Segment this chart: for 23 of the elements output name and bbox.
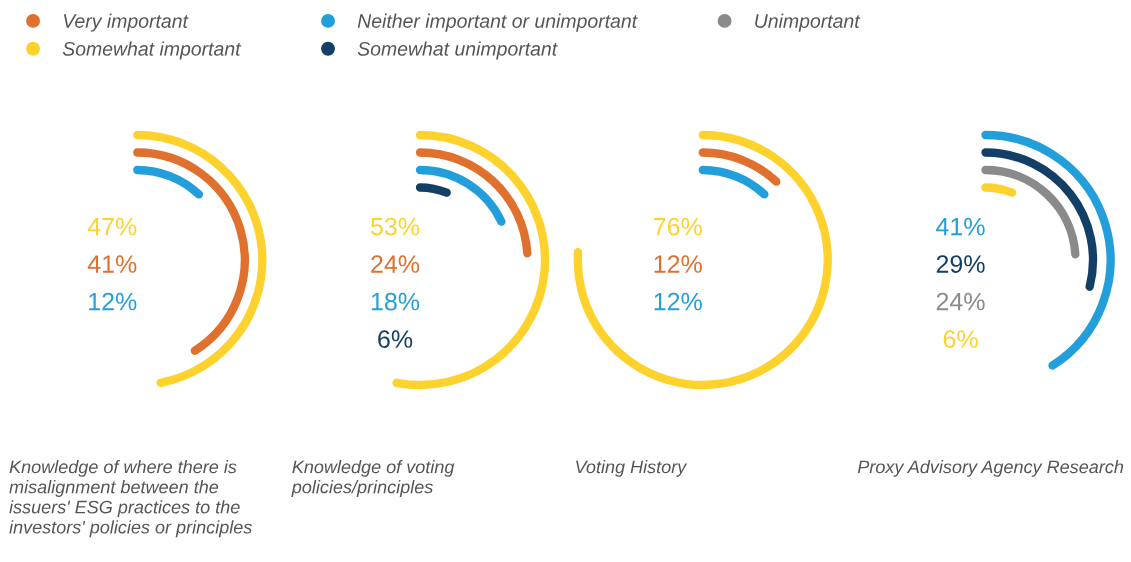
data-label: 6% bbox=[943, 330, 978, 348]
data-label: 41% bbox=[87, 255, 137, 273]
data-label: 41% bbox=[936, 217, 985, 236]
category-label: Knowledge of where there is misalignment between the issuers' ESG practices to the investors' policies or principles bbox=[9, 460, 252, 538]
data-label: 12% bbox=[89, 292, 137, 311]
data-label: 12% bbox=[654, 292, 702, 311]
legend-label: Somewhat unimportant bbox=[357, 41, 558, 60]
legend-label: Somewhat important bbox=[62, 41, 242, 60]
data-label: 24% bbox=[936, 292, 985, 311]
legend-label: Neither important or unimportant bbox=[357, 13, 638, 32]
data-label: 12% bbox=[654, 255, 702, 273]
legend-label: Unimportant bbox=[755, 13, 861, 32]
data-label: 24% bbox=[371, 255, 420, 273]
category-label: Proxy Advisory Agency Research bbox=[857, 460, 1124, 477]
data-label: 18% bbox=[371, 292, 420, 311]
data-label: 53% bbox=[370, 217, 420, 236]
data-label: 29% bbox=[936, 255, 985, 273]
legend-label: Very important bbox=[63, 13, 189, 32]
data-label: 6% bbox=[378, 330, 413, 348]
data-label: 76% bbox=[654, 217, 702, 236]
category-label: Knowledge of voting policies/principles bbox=[291, 460, 455, 497]
data-label: 47% bbox=[87, 217, 137, 236]
category-label: Voting History bbox=[576, 460, 688, 477]
